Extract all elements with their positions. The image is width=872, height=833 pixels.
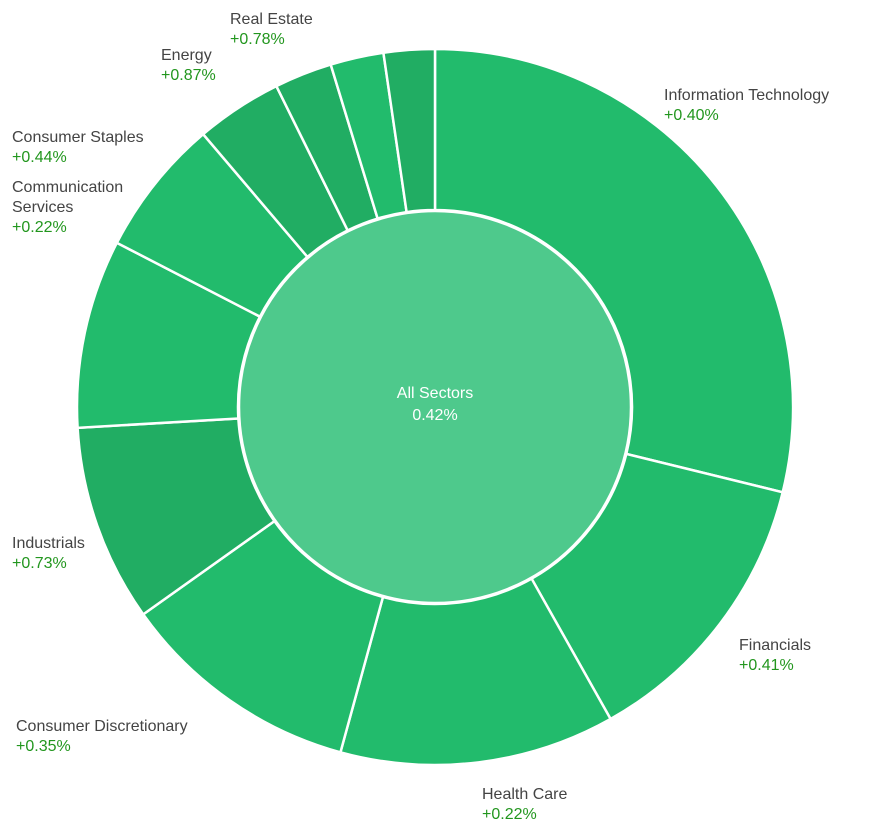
sector-name: Financials bbox=[739, 637, 812, 654]
sector-name: Communication Services bbox=[12, 179, 124, 216]
label-consumer-discretionary: Consumer Discretionary +0.35% bbox=[16, 717, 188, 757]
sector-change: +0.35% bbox=[16, 738, 71, 755]
center-label: All Sectors 0.42% bbox=[335, 383, 535, 427]
center-all-sectors[interactable] bbox=[237, 209, 633, 605]
center-title: All Sectors bbox=[396, 385, 474, 402]
label-information-technology: Information Technology +0.40% bbox=[664, 86, 829, 126]
sector-change: +0.22% bbox=[12, 219, 67, 236]
sector-change: +0.44% bbox=[12, 149, 67, 166]
label-financials: Financials +0.41% bbox=[739, 636, 811, 676]
sector-change: +0.40% bbox=[664, 107, 719, 124]
label-industrials: Industrials +0.73% bbox=[12, 534, 85, 574]
label-real-estate: Real Estate +0.78% bbox=[230, 10, 313, 50]
label-consumer-staples: Consumer Staples +0.44% bbox=[12, 128, 144, 168]
sector-change: +0.22% bbox=[482, 806, 537, 823]
sector-name: Real Estate bbox=[230, 11, 313, 28]
sector-change: +0.87% bbox=[161, 67, 216, 84]
sector-name: Energy bbox=[161, 47, 212, 64]
sector-name: Health Care bbox=[482, 786, 568, 803]
sector-name: Information Technology bbox=[664, 87, 830, 104]
label-energy: Energy +0.87% bbox=[161, 46, 216, 86]
sector-change: +0.73% bbox=[12, 555, 67, 572]
sector-change: +0.78% bbox=[230, 31, 285, 48]
sector-name: Consumer Discretionary bbox=[16, 718, 188, 735]
label-communication-services: Communication Services +0.22% bbox=[12, 178, 162, 238]
sector-name: Industrials bbox=[12, 535, 85, 552]
label-health-care: Health Care +0.22% bbox=[482, 785, 567, 825]
sector-name: Consumer Staples bbox=[12, 129, 144, 146]
sector-change: +0.41% bbox=[739, 657, 794, 674]
center-value: 0.42% bbox=[412, 407, 458, 424]
